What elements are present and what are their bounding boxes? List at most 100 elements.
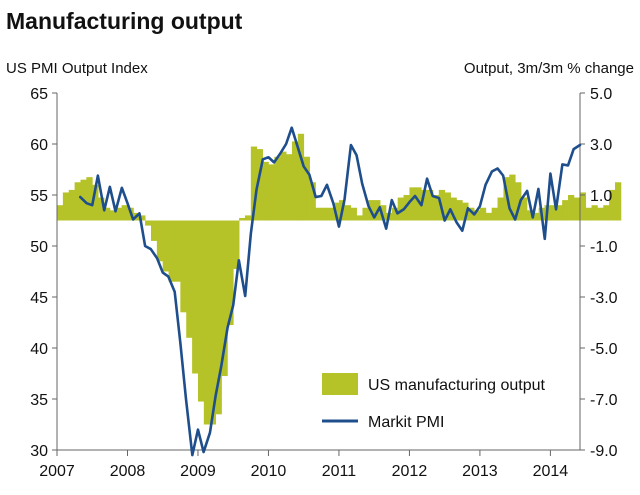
output-bar: [139, 215, 146, 221]
output-bar: [603, 205, 610, 221]
output-bar: [615, 182, 622, 221]
left-tick-label: 55: [30, 188, 48, 205]
output-bar: [180, 220, 187, 313]
output-bar: [209, 220, 216, 425]
output-bar: [109, 210, 117, 221]
output-bar: [250, 146, 258, 221]
output-bar: [397, 197, 404, 221]
output-bar: [509, 174, 516, 221]
output-bar: [468, 207, 475, 221]
right-tick-label: -7.0: [590, 392, 618, 409]
left-tick-label: 50: [30, 239, 48, 256]
output-bar: [562, 200, 569, 221]
output-bar: [609, 189, 616, 221]
output-bar: [121, 205, 128, 221]
output-bar: [450, 197, 457, 221]
right-tick-label: 3.0: [590, 137, 612, 154]
left-tick-label: 65: [30, 86, 48, 103]
right-tick-label: -1.0: [590, 239, 618, 256]
output-bar: [115, 207, 123, 221]
axis-ticks: 30 35 40 45 50 55 60 65 -9.0 -7.0 -5.0 -3.0 -1.0 1.0 3…: [30, 86, 617, 480]
output-bar: [344, 205, 352, 221]
output-bar: [309, 182, 316, 221]
output-bar: [327, 207, 334, 221]
left-tick-label: 45: [30, 290, 48, 307]
x-tick-label: 2012: [392, 463, 428, 480]
output-bar: [168, 220, 175, 282]
output-bar: [421, 189, 428, 221]
output-bar: [256, 149, 263, 221]
output-bar: [303, 156, 310, 221]
x-tick-label: 2014: [533, 463, 569, 480]
output-bar: [568, 195, 575, 221]
right-tick-label: 5.0: [590, 86, 612, 103]
output-bar: [409, 187, 416, 221]
output-bar: [227, 220, 234, 326]
output-bar: [550, 205, 557, 221]
output-bar: [297, 133, 305, 221]
output-bar: [427, 189, 434, 221]
output-bar: [291, 141, 299, 221]
output-bar: [591, 205, 598, 221]
right-tick-label: -5.0: [590, 341, 618, 358]
output-bar: [174, 220, 181, 282]
output-bar: [362, 207, 369, 221]
output-bar: [74, 182, 81, 221]
output-bar: [415, 187, 422, 221]
output-bar: [521, 197, 528, 221]
output-bar: [315, 207, 322, 221]
output-bar: [145, 220, 152, 226]
output-bar: [356, 215, 363, 221]
output-bar: [491, 207, 498, 221]
left-tick-label: 35: [30, 392, 48, 409]
output-bar: [262, 161, 269, 221]
chart-title: Manufacturing output: [6, 8, 243, 34]
output-bar: [456, 200, 463, 221]
output-bar: [280, 151, 287, 221]
output-bar: [444, 192, 451, 221]
left-tick-label: 30: [30, 443, 48, 460]
legend-swatch-output: [322, 373, 358, 395]
x-tick-label: 2008: [110, 463, 146, 480]
output-bar: [162, 220, 169, 272]
output-bar: [221, 220, 228, 377]
output-bar: [150, 220, 158, 241]
output-bar: [474, 210, 481, 221]
output-bar: [479, 207, 487, 221]
output-bar: [579, 192, 587, 221]
output-bar: [203, 220, 211, 425]
output-bar: [233, 220, 240, 269]
left-tick-label: 40: [30, 341, 48, 358]
output-bar: [485, 212, 493, 221]
output-bar: [62, 192, 70, 221]
output-bar: [321, 207, 328, 221]
output-bar: [192, 220, 199, 374]
output-bar: [403, 195, 410, 221]
right-tick-label: -9.0: [590, 443, 618, 460]
output-bar: [573, 197, 581, 221]
x-tick-label: 2007: [39, 463, 75, 480]
right-axis-label: Output, 3m/3m % change: [464, 60, 634, 77]
output-bar: [98, 197, 105, 221]
output-bar: [597, 207, 604, 221]
x-tick-label: 2013: [462, 463, 498, 480]
output-bar: [268, 164, 275, 221]
output-bar: [526, 210, 534, 221]
output-bar: [103, 207, 111, 221]
output-bar: [197, 220, 205, 402]
x-tick-label: 2010: [251, 463, 287, 480]
output-bar: [244, 215, 252, 221]
right-tick-label: -3.0: [590, 290, 618, 307]
output-bar: [215, 220, 222, 415]
output-bar: [57, 205, 64, 221]
output-bar: [286, 154, 293, 221]
output-bar: [68, 189, 76, 221]
right-tick-label: 1.0: [590, 188, 612, 205]
output-bar: [350, 207, 357, 221]
legend-label-pmi: Markit PMI: [368, 414, 444, 431]
legend: US manufacturing output Markit PMI: [322, 373, 546, 431]
output-bar: [156, 220, 164, 262]
output-bar: [86, 177, 93, 221]
